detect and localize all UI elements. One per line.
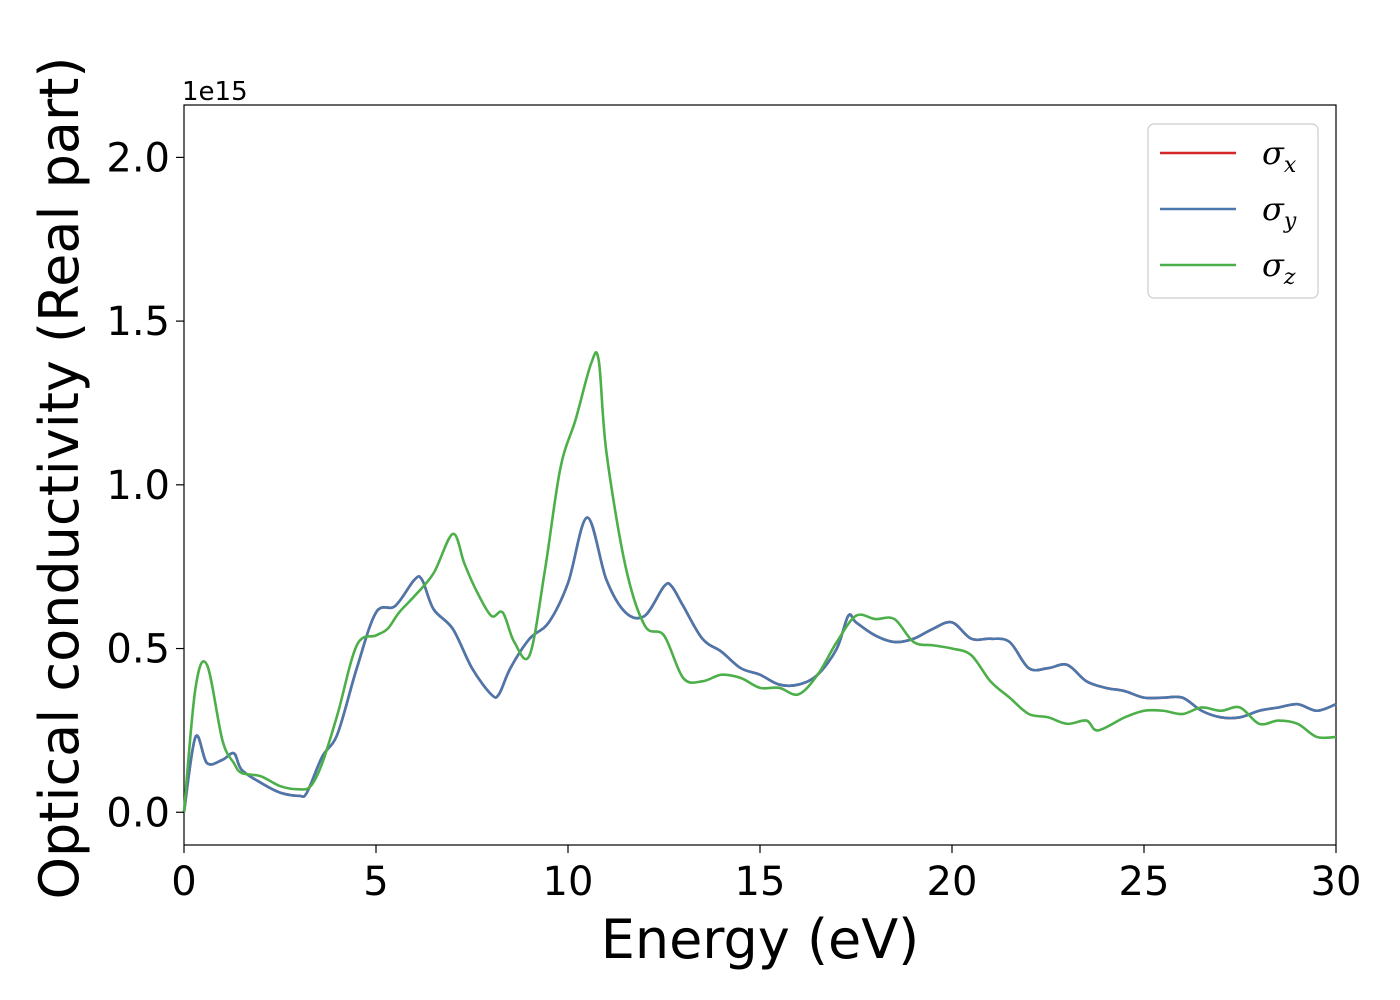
series-line-y [182, 516, 1337, 813]
y-tick-label: 2.0 [106, 135, 170, 181]
x-axis-ticks: 0 5 10 15 20 25 30 [171, 845, 1361, 905]
legend-label-x: σx [1262, 134, 1297, 178]
y-tick-label: 1.5 [106, 299, 170, 345]
y-tick-label: 0.5 [106, 627, 170, 673]
x-tick-label: 30 [1311, 859, 1362, 905]
x-tick-label: 10 [543, 859, 594, 905]
x-axis-label: Energy (eV) [601, 908, 920, 971]
x-tick-label: 20 [927, 859, 978, 905]
y-tick-label: 0.0 [106, 790, 170, 836]
x-tick-label: 5 [363, 859, 388, 905]
y-offset-label: 1e15 [182, 77, 248, 107]
legend-subscript: x [1284, 153, 1297, 178]
legend-subscript: y [1283, 209, 1297, 234]
legend-box [1147, 123, 1319, 299]
legend-label-z: σz [1262, 246, 1296, 290]
series-line-z [182, 351, 1337, 813]
x-tick-label: 15 [735, 859, 786, 905]
legend-symbol: σ [1262, 246, 1285, 284]
x-tick-label: 25 [1119, 859, 1170, 905]
series-layer [182, 351, 1337, 813]
legend-symbol: σ [1262, 190, 1285, 228]
y-axis-ticks: 0.0 0.5 1.0 1.5 2.0 [106, 135, 184, 836]
y-axis-label: Optical conductivity (Real part) [28, 57, 91, 900]
legend-subscript: z [1283, 265, 1296, 290]
y-tick-label: 1.0 [106, 463, 170, 509]
legend-symbol: σ [1262, 134, 1285, 172]
x-tick-label: 0 [171, 859, 196, 905]
legend-label-y: σy [1262, 190, 1297, 234]
